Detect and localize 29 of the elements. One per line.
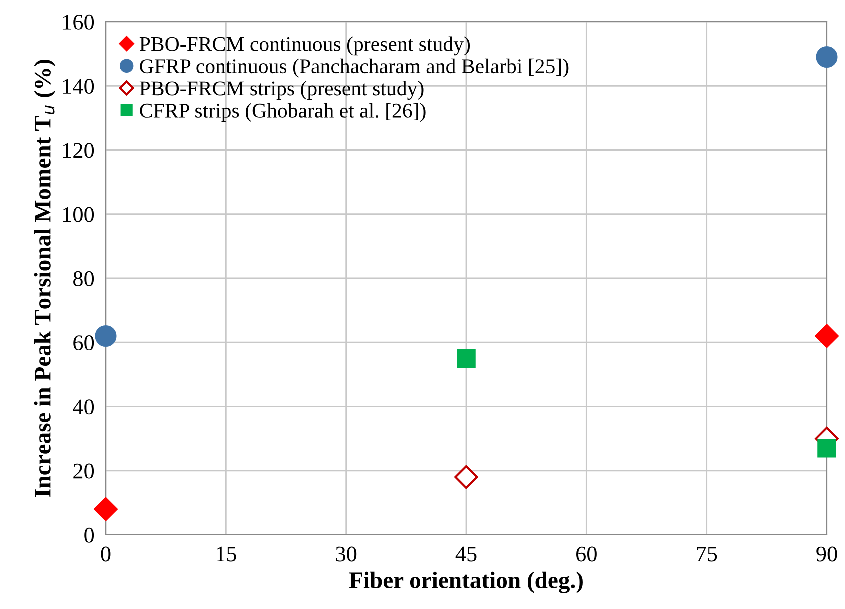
y-tick-label: 20 — [74, 464, 94, 479]
legend-label: GFRP continuous (Panchacharam and Belarbi [25]) — [140, 58, 569, 78]
x-tick-label: 60 — [576, 546, 597, 562]
x-tick-label: 15 — [217, 546, 236, 562]
y-tick-label: 140 — [64, 79, 94, 94]
y-axis-title: Increase in Peak Torsional Moment T$_{u}$ (%) — [34, 60, 56, 498]
y-tick-label: 120 — [64, 143, 94, 158]
x-axis-title: Fiber orientation (deg.) — [349, 572, 583, 594]
y-tick-label: 160 — [64, 14, 94, 30]
x-tick-label: 45 — [456, 546, 477, 562]
x-tick-label: 0 — [101, 546, 111, 562]
y-tick-label: 80 — [74, 271, 94, 286]
legend-label: PBO-FRCM continuous (present study) — [140, 36, 470, 56]
point — [94, 498, 118, 522]
point — [815, 324, 839, 348]
x-tick-label: 90 — [816, 546, 838, 562]
x-tick-label: 75 — [697, 546, 718, 562]
point — [95, 325, 117, 347]
legend-label: CFRP strips (Ghobarah et al. [26]) — [140, 103, 426, 122]
point — [457, 349, 476, 368]
y-tick-label: 100 — [64, 207, 94, 222]
x-tick-label: 30 — [336, 546, 357, 562]
point — [816, 46, 838, 68]
y-tick-label: 0 — [84, 528, 94, 543]
y-tick-label: 40 — [73, 400, 94, 415]
legend-label: PBO-FRCM strips (present study) — [140, 81, 424, 100]
point — [454, 465, 478, 490]
point — [818, 439, 836, 458]
y-tick-label: 60 — [74, 336, 94, 351]
